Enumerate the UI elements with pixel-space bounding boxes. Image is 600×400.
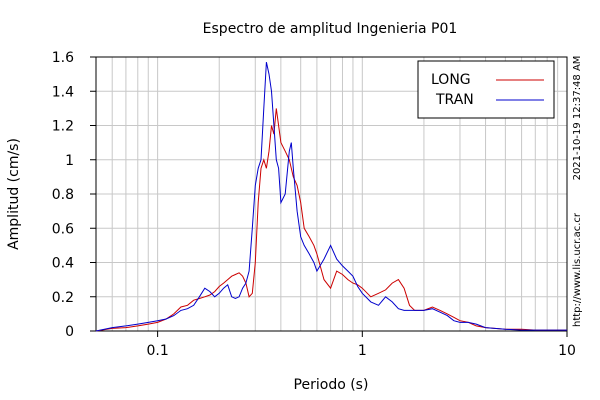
x-tick-label: 0.1 (146, 343, 168, 359)
legend: LONG TRAN (417, 60, 555, 119)
y-ticks: 0 0.2 0.4 0.6 0.8 1 1.2 1.4 1.6 (52, 50, 96, 340)
y-tick-label: 1.6 (52, 50, 74, 66)
series-line-tran (95, 61, 567, 332)
y-tick-label: 0.6 (52, 221, 74, 237)
y-tick-label: 0.2 (52, 290, 74, 306)
timestamp-label: 2021-10-19 12:37:48 AM (572, 56, 583, 181)
series-line-long (95, 108, 567, 332)
legend-label-tran: TRAN (435, 92, 474, 108)
y-tick-label: 0.8 (52, 187, 74, 203)
legend-box (417, 60, 555, 119)
x-ticks: 0.1 1 10 (146, 331, 576, 359)
series-layer (95, 61, 567, 332)
y-tick-label: 1.2 (52, 119, 74, 135)
grid (95, 56, 567, 332)
chart-title: Espectro de amplitud Ingenieria P01 (203, 21, 458, 37)
x-axis-label: Periodo (s) (294, 377, 369, 393)
y-tick-label: 0.4 (52, 256, 74, 272)
y-axis-label: Amplitud (cm/s) (6, 138, 22, 250)
x-tick-label: 10 (558, 343, 576, 359)
url-label: http://www.lis.ucr.ac.cr (572, 212, 583, 327)
x-tick-label: 1 (358, 343, 367, 359)
y-tick-label: 1.4 (52, 84, 74, 100)
y-tick-label: 0 (65, 324, 74, 340)
legend-label-long: LONG (431, 72, 471, 88)
y-tick-label: 1 (65, 153, 74, 169)
